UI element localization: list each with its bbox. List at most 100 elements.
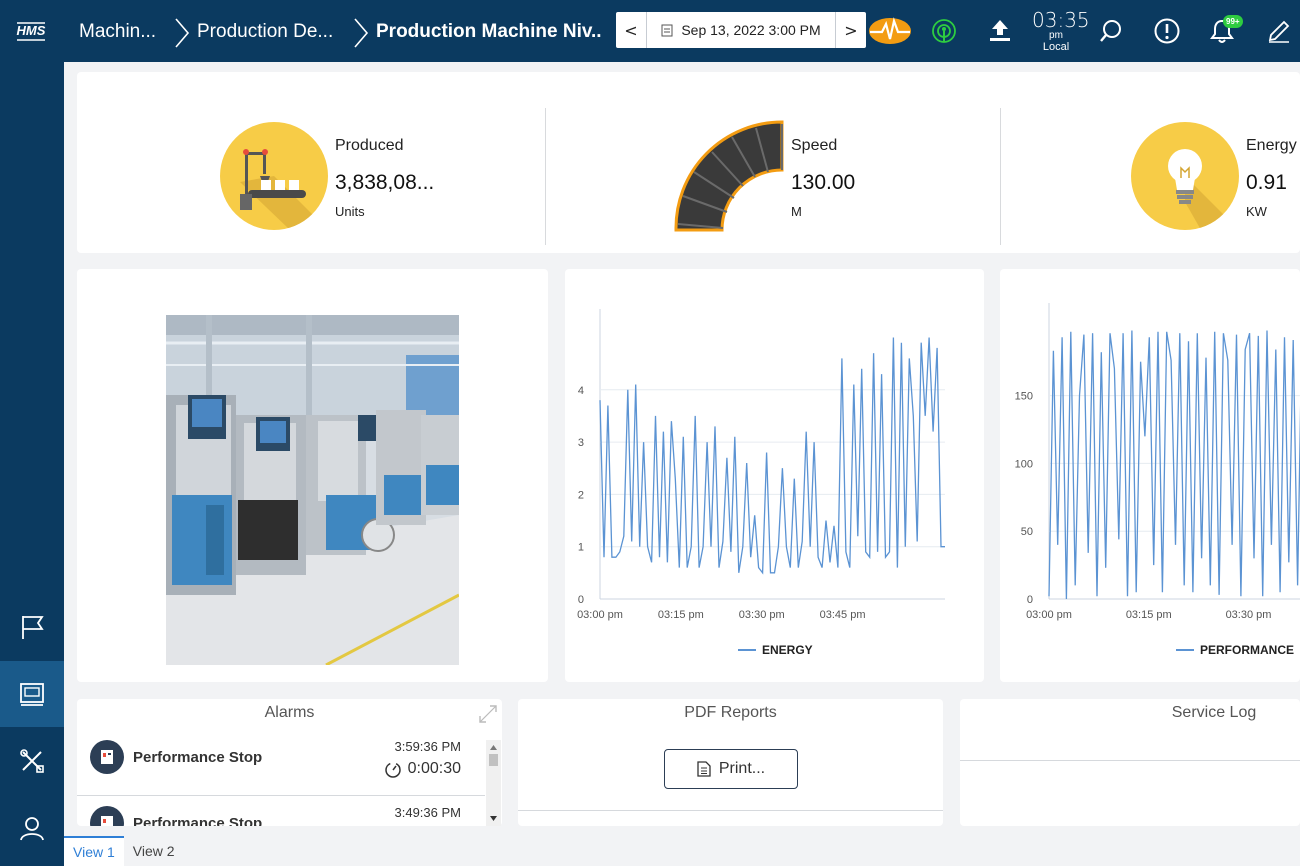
heartbeat-button[interactable] xyxy=(868,14,912,48)
calendar-icon xyxy=(661,24,673,37)
chevron-right-icon xyxy=(175,18,190,48)
speed-unit: M xyxy=(791,204,802,219)
alarm-time: 3:49:36 PM xyxy=(394,805,462,820)
date-display[interactable]: Sep 13, 2022 3:00 PM xyxy=(647,12,835,48)
divider xyxy=(960,760,1300,761)
document-icon xyxy=(697,761,711,777)
performance-chart: 0 50 100 150 03:00 pm 03:15 pm 03:30 pm xyxy=(1015,303,1300,621)
y-tick-label: 4 xyxy=(578,385,584,397)
y-tick-label: 3 xyxy=(578,437,584,449)
timer-icon xyxy=(384,762,401,778)
x-tick-label: 03:30 pm xyxy=(1226,609,1272,621)
search-button[interactable] xyxy=(1094,14,1128,48)
y-tick-label: 50 xyxy=(1021,526,1033,538)
expand-icon[interactable] xyxy=(478,704,498,724)
y-tick-label: 1 xyxy=(578,542,584,554)
legend-swatch xyxy=(738,649,756,651)
x-tick-label: 03:00 pm xyxy=(1026,609,1072,621)
logo-icon[interactable]: HMS xyxy=(10,14,52,48)
sidebar-item-events[interactable] xyxy=(0,594,64,660)
chevron-right-icon xyxy=(354,18,369,48)
edit-button[interactable] xyxy=(1262,14,1296,48)
x-tick-label: 03:00 pm xyxy=(577,609,623,621)
sidebar-item-profile[interactable] xyxy=(0,795,64,861)
connection-status-button[interactable] xyxy=(927,14,961,48)
scrollbar-track xyxy=(489,745,498,821)
belt-icon xyxy=(674,120,784,232)
service-log-panel: Service Log xyxy=(960,699,1300,826)
energy-label: Energy xyxy=(1246,137,1297,154)
y-tick-label: 150 xyxy=(1015,391,1033,403)
user-icon xyxy=(20,817,44,841)
produced-value: 3,838,08... xyxy=(335,171,435,194)
y-tick-label: 100 xyxy=(1015,458,1033,470)
print-button[interactable]: Print... xyxy=(664,749,798,789)
alarm-duration: 0:00:30 xyxy=(384,760,461,778)
legend-swatch xyxy=(1176,649,1194,651)
performance-legend-label: PERFORMANCE xyxy=(1200,643,1295,657)
energy-chart-card xyxy=(565,269,984,682)
tab-view-2[interactable]: View 2 xyxy=(132,843,175,859)
alerts-button[interactable] xyxy=(1150,14,1184,48)
speed-label: Speed xyxy=(791,137,838,154)
tools-icon xyxy=(20,749,44,773)
produced-kpi-icon xyxy=(220,122,328,230)
alarms-title: Alarms xyxy=(264,704,315,721)
alarm-time: 3:59:36 PM xyxy=(394,739,462,754)
date-text: Sep 13, 2022 3:00 PM xyxy=(681,22,821,38)
sidebar-item-dashboard[interactable] xyxy=(0,661,64,727)
svg-text:HMS: HMS xyxy=(17,23,46,38)
produced-label: Produced xyxy=(335,137,404,154)
speed-value: 130.00 xyxy=(791,171,856,194)
energy-chart: 0 1 2 3 4 03:00 pm 03:15 pm 03:30 pm 03:45 pm xyxy=(577,309,945,621)
tab-view-1[interactable]: View 1 xyxy=(64,836,124,866)
sidebar-item-maintenance[interactable] xyxy=(0,728,64,794)
sidebar xyxy=(0,62,64,866)
breadcrumb-production-department[interactable]: Production De... xyxy=(197,21,334,42)
energy-legend-label: ENERGY xyxy=(762,643,813,657)
bulb-icon xyxy=(1168,149,1239,230)
clock-time: 03:35 xyxy=(1032,8,1090,32)
x-tick-label: 03:15 pm xyxy=(1126,609,1172,621)
x-tick-label: 03:30 pm xyxy=(739,609,785,621)
next-date-button[interactable]: > xyxy=(835,12,866,48)
edit-icon xyxy=(1268,20,1290,43)
alarm-name: Performance Stop xyxy=(133,815,263,826)
alarm-row[interactable]: Performance Stop 3:49:36 PM xyxy=(77,796,485,826)
signal-icon xyxy=(932,19,956,43)
previous-date-button[interactable]: < xyxy=(616,12,647,48)
upload-icon xyxy=(990,20,1010,41)
alarm-name: Performance Stop xyxy=(133,749,263,766)
date-picker: < Sep 13, 2022 3:00 PM > xyxy=(616,12,866,48)
clock: 03:35 pm Local xyxy=(1032,8,1090,54)
performance-legend[interactable]: PERFORMANCE xyxy=(1176,643,1294,657)
y-tick-label: 0 xyxy=(578,594,584,606)
energy-value: 0.91 xyxy=(1246,171,1287,194)
machine-alert-icon xyxy=(101,750,113,764)
produced-unit: Units xyxy=(335,204,365,219)
alert-icon xyxy=(1154,18,1180,44)
kpi-divider xyxy=(1000,108,1001,245)
divider xyxy=(518,810,943,811)
view-tabs: View 1 View 2 xyxy=(64,836,184,866)
series-line-energy xyxy=(599,337,945,575)
alarm-duration-text: 0:00:30 xyxy=(407,760,461,777)
breadcrumb-current-machine: Production Machine Niv... xyxy=(376,21,601,42)
alarm-type-icon xyxy=(90,806,124,826)
alarm-row[interactable]: Performance Stop 3:59:36 PM 0:00:30 xyxy=(77,730,485,796)
energy-legend[interactable]: ENERGY xyxy=(738,643,813,657)
heartbeat-icon xyxy=(869,17,911,44)
flag-icon xyxy=(22,616,44,639)
kpi-divider xyxy=(545,108,546,245)
notification-badge: 99+ xyxy=(1223,15,1243,28)
clock-timezone: Local xyxy=(1042,41,1070,53)
production-line-image xyxy=(166,315,459,665)
x-tick-label: 03:15 pm xyxy=(658,609,704,621)
print-button-label: Print... xyxy=(718,760,766,777)
search-icon xyxy=(1100,20,1121,42)
alarms-scrollbar[interactable] xyxy=(486,740,501,826)
upload-button[interactable] xyxy=(983,14,1017,48)
breadcrumb-machines[interactable]: Machin... xyxy=(79,21,157,42)
machine-photo xyxy=(166,315,459,665)
service-log-title: Service Log xyxy=(1171,704,1257,721)
